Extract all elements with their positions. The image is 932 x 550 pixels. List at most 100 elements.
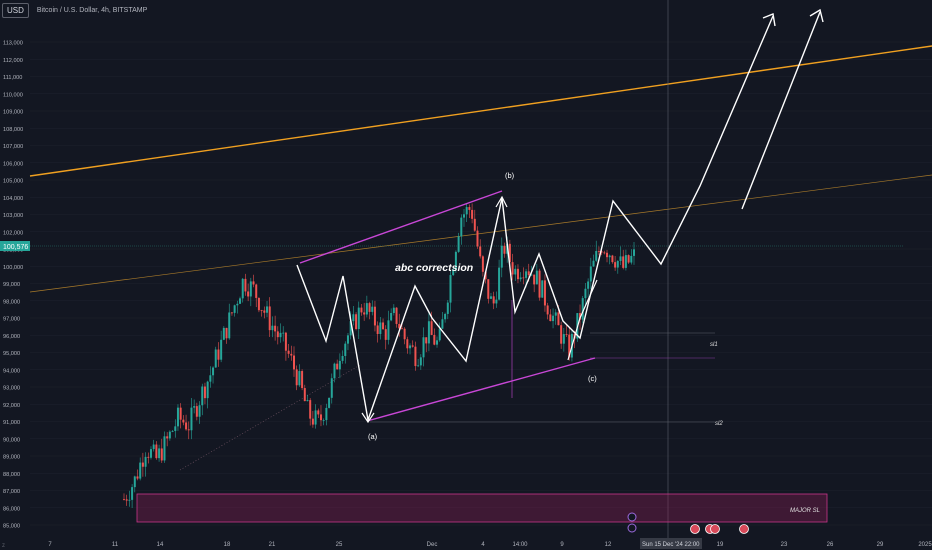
- candle-body: [303, 388, 306, 402]
- crosshair-date-badge: [640, 538, 702, 549]
- currency-button[interactable]: USD: [2, 3, 29, 18]
- candle-body: [373, 306, 376, 326]
- candle-body: [562, 334, 565, 344]
- candle-body: [495, 299, 498, 304]
- candle-body: [449, 275, 452, 303]
- candle-body: [355, 314, 358, 330]
- candle-body: [622, 256, 625, 268]
- x-tick-label: 23: [781, 542, 788, 548]
- last-price-text: 100,576: [3, 244, 28, 251]
- candle-body: [487, 279, 490, 299]
- candle-body: [306, 400, 309, 402]
- candle-body: [503, 245, 506, 254]
- candle-body: [454, 251, 457, 270]
- y-tick-label: 98,000: [3, 299, 20, 305]
- candle-body: [290, 353, 293, 356]
- candle-body: [293, 355, 295, 370]
- candle-body: [284, 332, 287, 351]
- candle-body: [433, 334, 436, 345]
- candle-body: [508, 243, 511, 263]
- candle-body: [527, 271, 530, 275]
- orange-trendline-upper[interactable]: [29, 45, 932, 177]
- candle-body: [247, 291, 250, 297]
- candle-body: [406, 339, 409, 349]
- wave-path[interactable]: [296, 15, 774, 423]
- candle-body: [549, 314, 552, 322]
- candle-body: [600, 251, 603, 253]
- candle-body: [522, 277, 525, 279]
- candle-body: [614, 262, 617, 268]
- y-tick-label: 112,000: [3, 58, 23, 64]
- candle-body: [123, 499, 125, 500]
- candle-body: [498, 267, 501, 300]
- candle-body: [441, 319, 444, 329]
- candle-body: [543, 280, 546, 306]
- candle-body: [346, 335, 349, 344]
- us-flag-icon[interactable]: [739, 524, 749, 534]
- x-tick-label: Dec: [427, 542, 438, 548]
- candle-body: [368, 303, 371, 312]
- candle-body: [222, 327, 225, 340]
- candle-body: [371, 306, 374, 312]
- candle-body: [619, 256, 622, 261]
- candle-body: [301, 371, 304, 389]
- candle-body: [363, 312, 366, 315]
- y-tick-label: 104,000: [3, 196, 23, 202]
- candle-body: [131, 487, 134, 500]
- us-flag-icon[interactable]: [710, 524, 720, 534]
- candle-body: [266, 306, 269, 313]
- candle-body: [271, 325, 274, 331]
- x-tick-label: 19: [717, 542, 724, 548]
- candle-body: [603, 252, 606, 254]
- event-icon[interactable]: [627, 512, 637, 522]
- candle-body: [228, 312, 231, 339]
- candle-body: [444, 313, 447, 320]
- channel-lower[interactable]: [366, 357, 596, 422]
- candle-body: [489, 296, 492, 299]
- major-sl-zone[interactable]: [136, 493, 828, 523]
- wave-path-2[interactable]: [741, 11, 821, 210]
- candle-body: [530, 274, 533, 276]
- candle-body: [163, 436, 166, 461]
- candle-body: [257, 297, 260, 311]
- candle-body: [400, 328, 403, 330]
- candle-body: [336, 363, 339, 370]
- candle-body: [419, 357, 422, 366]
- event-icon[interactable]: [627, 523, 637, 533]
- y-tick-label: 100,000: [3, 265, 23, 271]
- candle-body: [430, 321, 433, 335]
- candle-body: [392, 307, 395, 313]
- last-price-badge: [0, 241, 30, 251]
- candle-body: [409, 345, 412, 349]
- candle-body: [144, 456, 147, 467]
- candle-body: [344, 343, 347, 356]
- y-tick-label: 99,000: [3, 282, 20, 288]
- wave-c-leg[interactable]: [567, 279, 598, 361]
- candle-body: [365, 303, 368, 315]
- symbol-title: Bitcoin / U.S. Dollar, 4h, BITSTAMP: [36, 7, 148, 14]
- major-sl-label: MAJOR SL: [790, 508, 820, 514]
- candle-body: [606, 252, 609, 258]
- candle-body: [338, 360, 341, 370]
- y-tick-label: 106,000: [3, 161, 23, 167]
- candle-body: [230, 312, 233, 314]
- x-tick-label: 29: [877, 542, 884, 548]
- orange-trendline-lower[interactable]: [29, 174, 932, 293]
- candle-body: [533, 274, 536, 285]
- candle-body: [360, 307, 363, 313]
- y-tick-label: 95,000: [3, 351, 20, 357]
- y-tick-label: 113,000: [3, 41, 23, 47]
- candle-body: [479, 246, 482, 257]
- candle-body: [457, 236, 460, 252]
- candle-body: [352, 314, 355, 322]
- candle-body: [287, 350, 290, 354]
- candle-body: [589, 266, 592, 282]
- candle-body: [341, 355, 344, 361]
- channel-upper[interactable]: [299, 190, 503, 264]
- candle-body: [384, 329, 387, 340]
- candle-body: [552, 315, 555, 322]
- us-flag-icon[interactable]: [690, 524, 700, 534]
- candle-body: [309, 400, 312, 419]
